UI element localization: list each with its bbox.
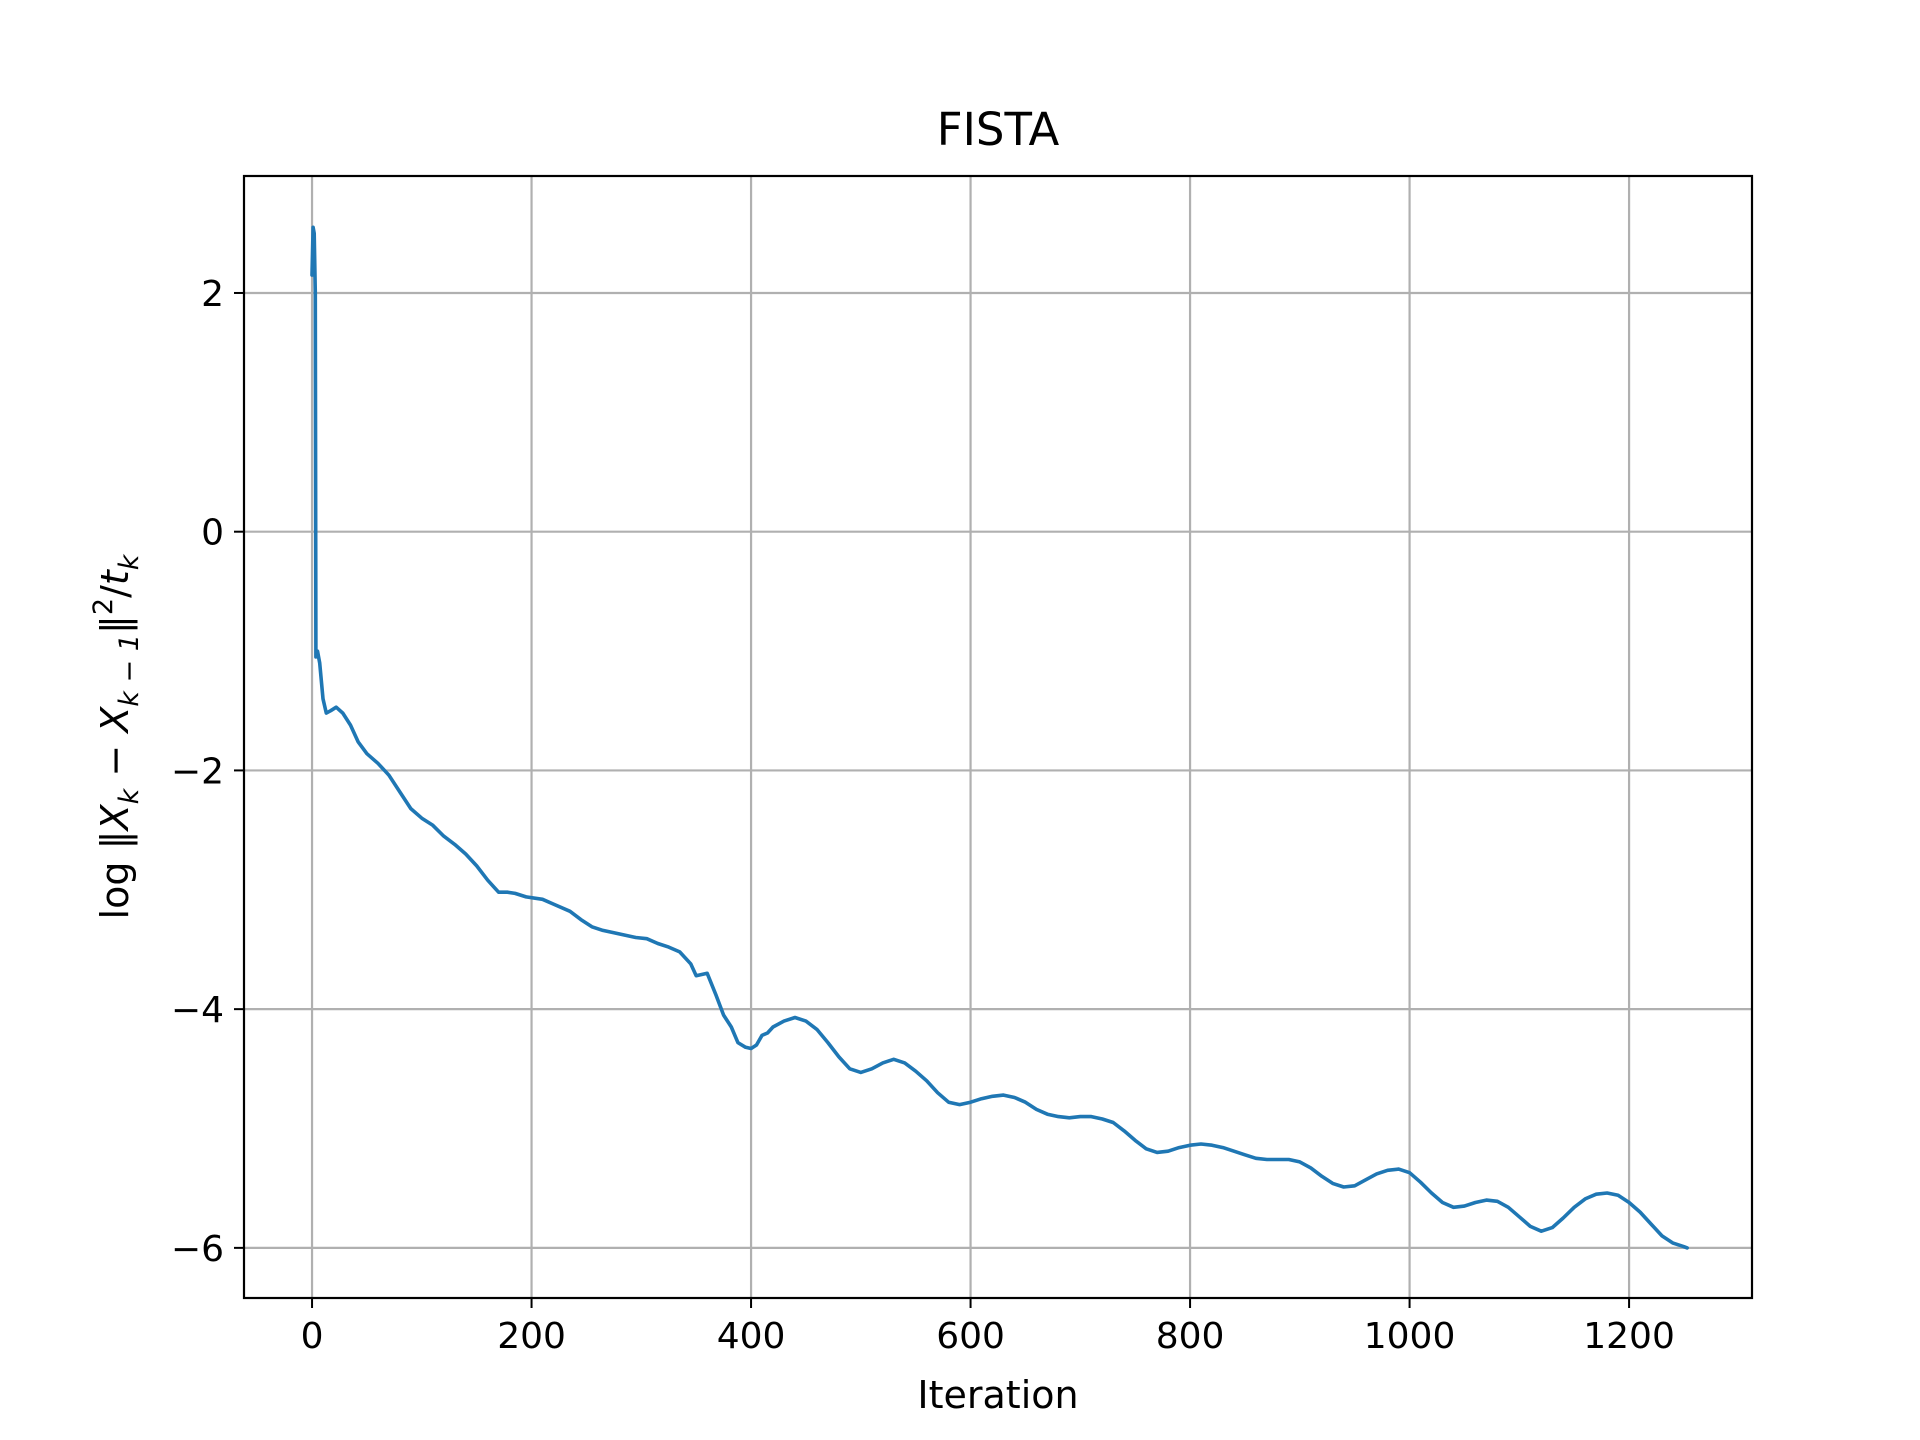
x-tick-label: 0 bbox=[301, 1316, 324, 1357]
y-tick-label: 2 bbox=[201, 274, 224, 315]
x-tick-label: 600 bbox=[936, 1316, 1005, 1357]
x-tick-label: 200 bbox=[497, 1316, 566, 1357]
y-tick-label: −2 bbox=[171, 751, 224, 792]
x-tick-label: 400 bbox=[717, 1316, 786, 1357]
x-tick-label: 800 bbox=[1156, 1316, 1225, 1357]
x-tick-label: 1200 bbox=[1583, 1316, 1675, 1357]
y-tick-label: −6 bbox=[171, 1229, 224, 1270]
grid bbox=[244, 176, 1752, 1298]
x-tick-label: 1000 bbox=[1364, 1316, 1456, 1357]
x-axis-title: Iteration bbox=[917, 1373, 1078, 1417]
ticks: 0 200 400 600 800 1000 1200 2 0 −2 −4 −6 bbox=[171, 274, 1675, 1357]
y-axis-title: log ‖Xk − Xk − 1‖2/tk bbox=[88, 553, 145, 919]
series-line bbox=[310, 225, 1689, 1250]
y-tick-label: −4 bbox=[171, 990, 224, 1031]
chart-title: FISTA bbox=[937, 103, 1060, 156]
plot-frame bbox=[242, 174, 1754, 1300]
series-layer bbox=[310, 225, 1689, 1250]
y-tick-label: 0 bbox=[201, 513, 224, 554]
